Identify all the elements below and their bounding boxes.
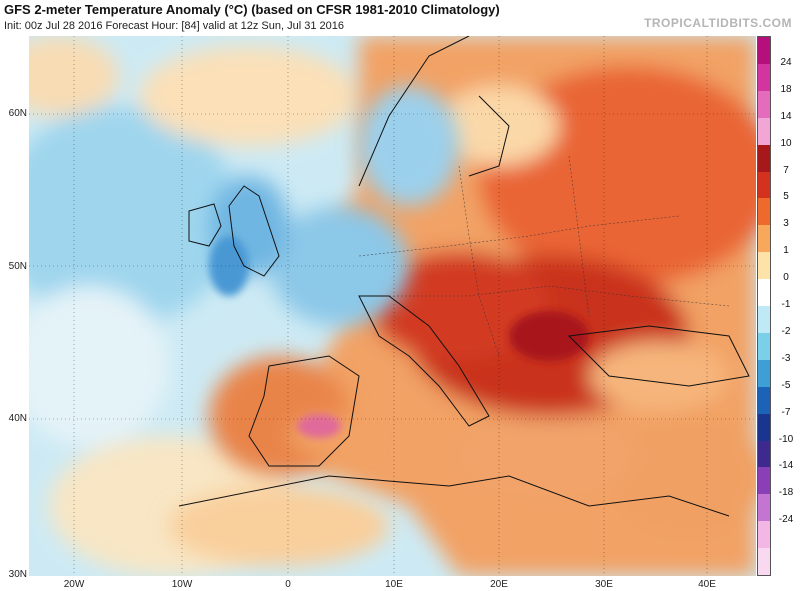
coast-north-africa [178, 475, 730, 517]
color-scale-swatch [758, 90, 770, 119]
coast-black-sea [567, 325, 750, 387]
brand-watermark: TROPICALTIDBITS.COM [644, 16, 792, 30]
color-scale-swatch [758, 494, 770, 522]
lon-label-40e: 40E [698, 579, 716, 590]
color-scale-swatch [758, 359, 770, 388]
color-scale-label: -18 [778, 487, 794, 499]
color-scale-label: -24 [778, 514, 794, 526]
color-scale-swatch [758, 63, 770, 92]
color-scale-swatch [758, 332, 770, 361]
coast-iberia [248, 355, 360, 467]
color-scale-swatch [758, 198, 770, 226]
color-scale-label: -1 [781, 299, 791, 310]
coast-britain [228, 185, 280, 277]
coast-baltic [468, 95, 510, 177]
coast-norway [358, 36, 470, 187]
lon-label-0: 0 [285, 579, 291, 590]
color-scale-swatch [758, 225, 770, 253]
color-scale-swatch [758, 117, 770, 146]
lat-label-50n: 50N [8, 261, 27, 272]
color-scale-label: -5 [781, 379, 791, 391]
color-scale-swatch [758, 467, 770, 495]
color-scale-swatch [758, 144, 770, 172]
coast-italy [358, 295, 490, 427]
color-scale-swatch [758, 386, 770, 415]
forecast-info: Init: 00z Jul 28 2016 Forecast Hour: [84… [4, 20, 344, 32]
color-scale-label: 14 [780, 110, 792, 122]
color-scale-label: 10 [780, 137, 792, 149]
color-scale-label: 5 [783, 191, 789, 203]
color-scale-label: 0 [783, 272, 789, 284]
lon-label-10w: 10W [171, 579, 193, 590]
color-scale-swatch [758, 37, 770, 65]
lon-label-20e: 20E [490, 579, 508, 590]
lon-label-20w: 20W [63, 579, 85, 590]
color-scale-label: 1 [783, 245, 789, 257]
color-scale-swatch [758, 440, 770, 468]
map-canvas [29, 36, 756, 576]
lat-label-60n: 60N [8, 108, 27, 119]
color-scale-label: -2 [781, 325, 791, 337]
coast-ireland [188, 203, 222, 247]
color-scale-swatch [758, 306, 770, 334]
color-scale-label: -10 [778, 433, 794, 445]
lat-label-30n: 30N [8, 569, 27, 580]
color-scale-label: 7 [783, 164, 789, 176]
color-scale-swatch [758, 279, 770, 307]
color-scale-label: 18 [780, 83, 792, 95]
color-scale-swatch [758, 171, 770, 199]
color-scale-label: 3 [783, 218, 789, 230]
color-scale-label: -3 [781, 352, 791, 364]
map-title: GFS 2-meter Temperature Anomaly (°C) (ba… [4, 2, 500, 17]
lon-label-10e: 10E [385, 579, 403, 590]
lon-label-30e: 30E [595, 579, 613, 590]
color-scale-label: -7 [781, 406, 791, 418]
color-scale-swatch [758, 413, 770, 441]
anomaly-map [29, 36, 756, 576]
color-scale-label: 24 [780, 56, 792, 68]
header: GFS 2-meter Temperature Anomaly (°C) (ba… [4, 2, 794, 36]
color-scale-label: -14 [778, 460, 794, 472]
color-scale-swatch [758, 548, 770, 576]
color-scale-swatch [758, 521, 770, 549]
color-scale-bar [757, 36, 771, 576]
color-scale-swatch [758, 252, 770, 280]
lat-label-40n: 40N [8, 413, 27, 424]
